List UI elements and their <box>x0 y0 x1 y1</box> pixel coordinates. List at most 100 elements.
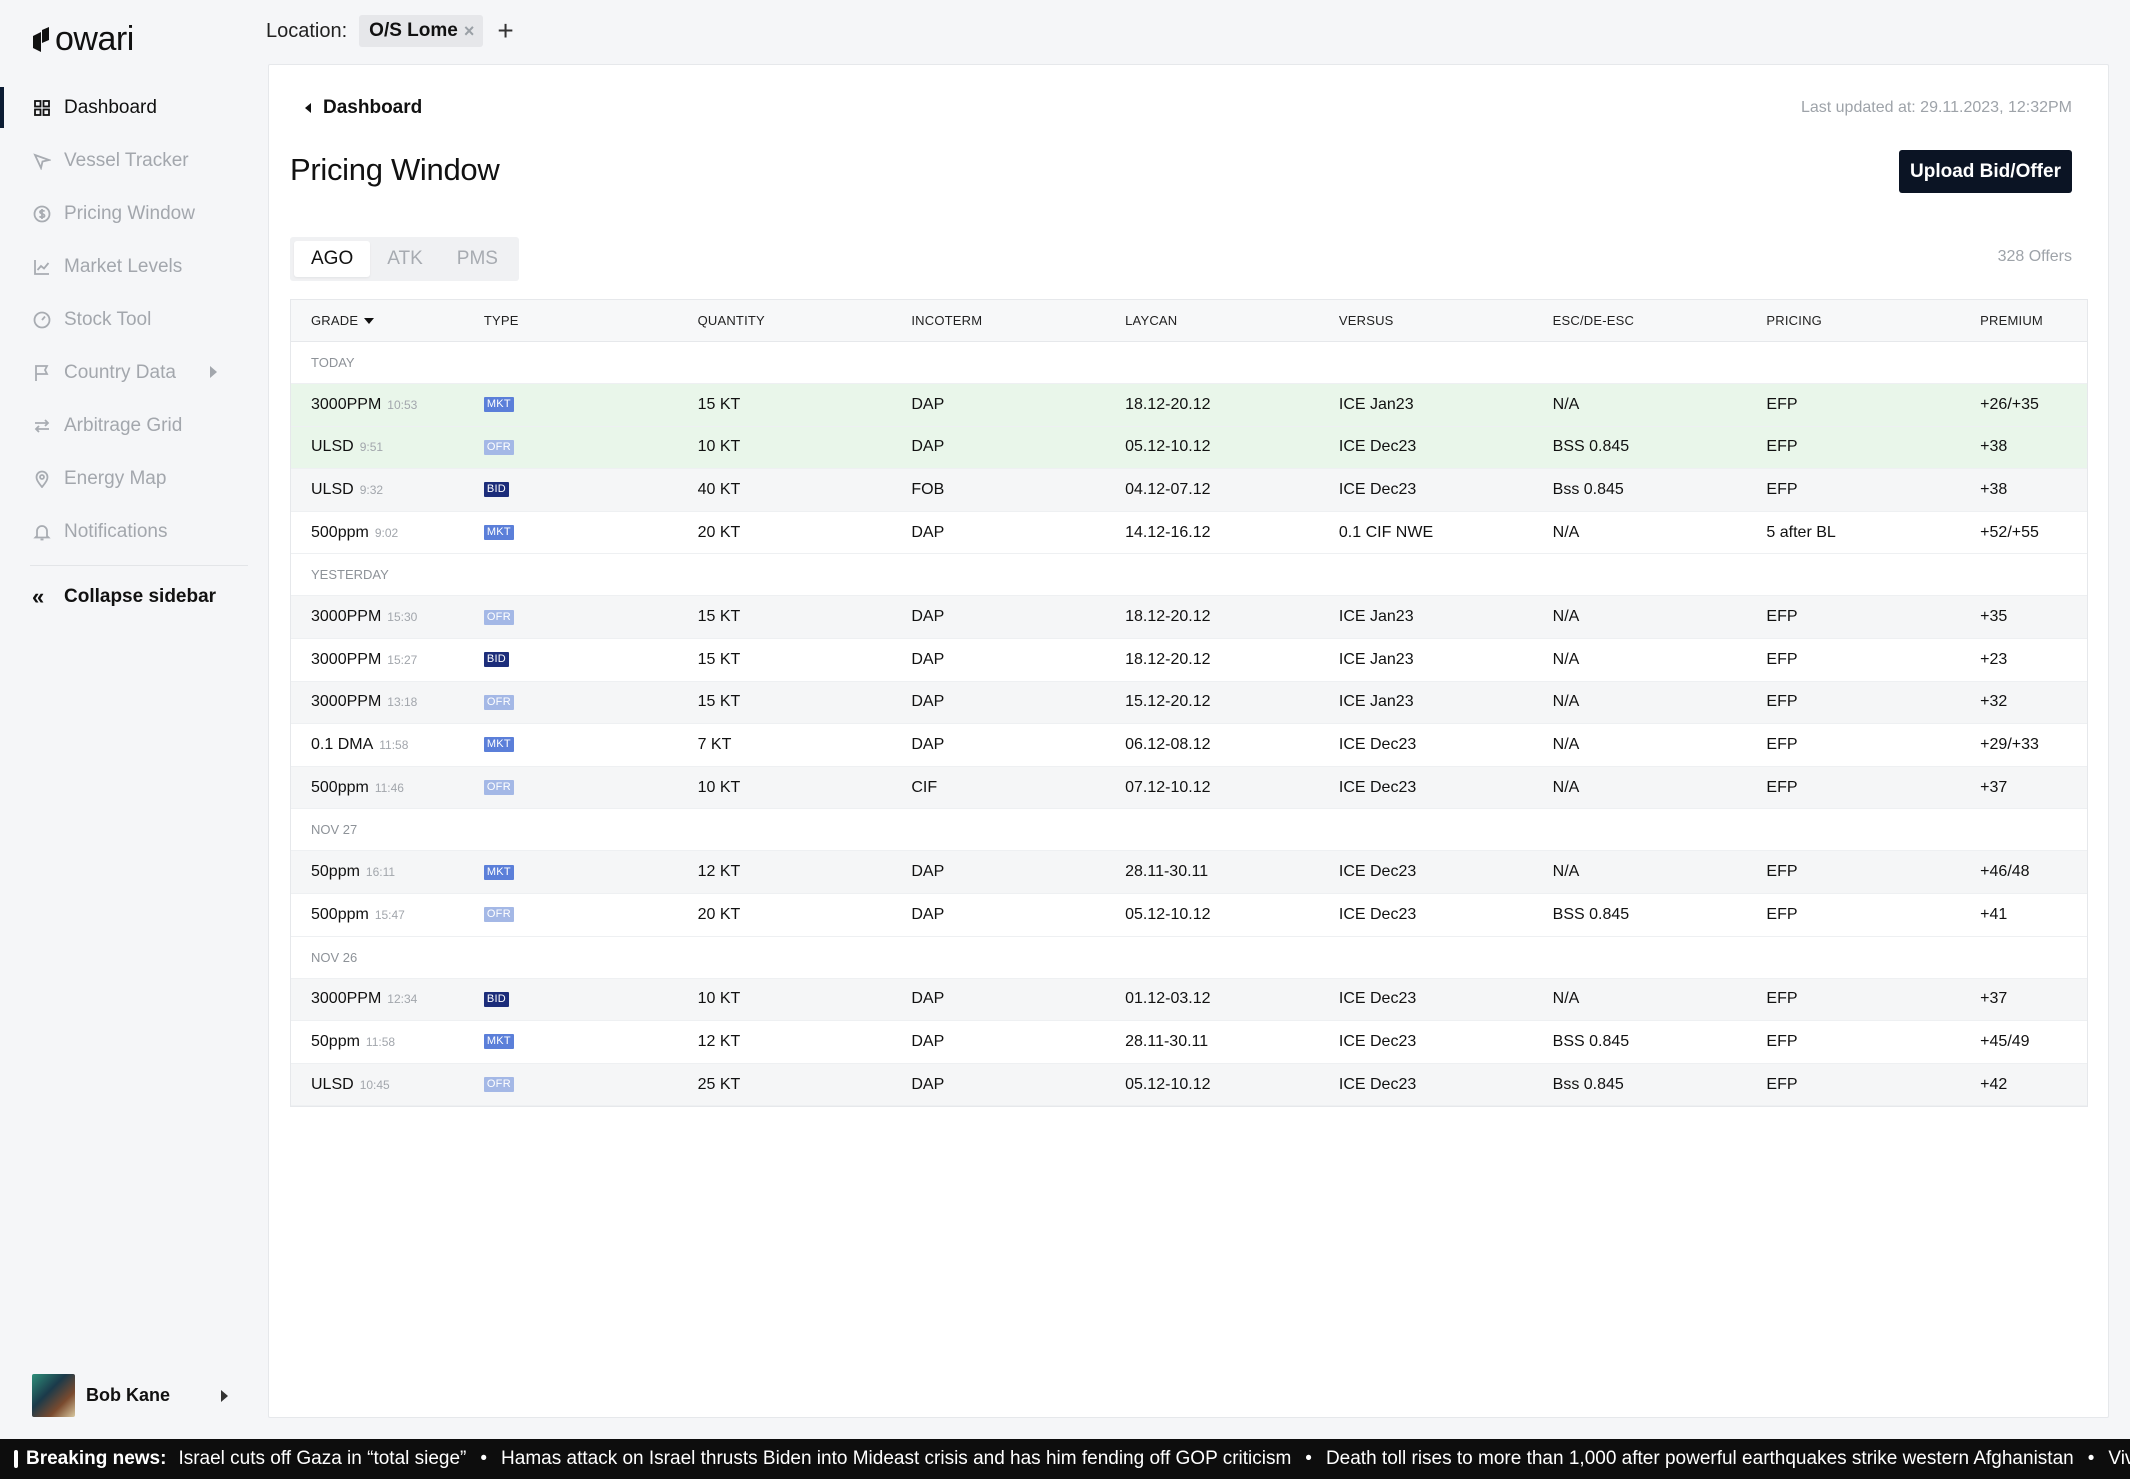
column-header-grade[interactable]: GRADE <box>291 313 484 328</box>
tab-atk[interactable]: ATK <box>387 248 423 269</box>
column-header-laycan[interactable]: LAYCAN <box>1125 313 1178 328</box>
table-row[interactable]: 3000PPM 12:34 BID 10 KT DAP 01.12-03.12 ICE De… <box>291 978 2087 1022</box>
table-row[interactable]: 50ppm 16:11 MKT 12 KT DAP 28.11-30.11 ICE Dec2… <box>291 851 2087 894</box>
sidebar-item-notifications[interactable]: Notifications <box>0 505 262 558</box>
table-row[interactable]: 3000PPM 13:18 OFR 15 KT DAP 15.12-20.12 ICE Ja… <box>291 681 2087 725</box>
type-badge: MKT <box>483 1034 514 1050</box>
versus-cell: ICE Dec23 <box>1338 1032 1417 1050</box>
tab-ago[interactable]: AGO <box>294 241 371 277</box>
table-row[interactable]: 0.1 DMA 11:58 MKT 7 KT DAP 06.12-08.12 ICE Dec… <box>291 724 2087 767</box>
grade-value: 3000PPM <box>311 608 382 626</box>
table-row[interactable]: 500ppm 15:47 OFR 20 KT DAP 05.12-10.12 ICE Dec… <box>291 894 2087 937</box>
type-cell: OFR <box>483 1077 698 1093</box>
column-header-esc[interactable]: ESC/DE-ESC <box>1552 313 1635 328</box>
versus-cell: ICE Dec23 <box>1338 735 1417 753</box>
grade-cell: ULSD 9:32 <box>291 481 484 499</box>
sidebar-item-label: Market Levels <box>64 255 183 277</box>
type-cell: BID <box>483 482 698 498</box>
versus-cell: ICE Jan23 <box>1338 608 1414 626</box>
logo-mark-icon <box>33 26 49 52</box>
grade-value: ULSD <box>311 438 354 456</box>
premium-cell: +23 <box>1980 650 2008 668</box>
table-row[interactable]: ULSD 10:45 OFR 25 KT DAP 05.12-10.12 ICE Dec23… <box>291 1063 2087 1107</box>
incoterm-cell: DAP <box>911 1032 945 1050</box>
quantity-cell: 10 KT <box>697 438 741 456</box>
grade-value: 3000PPM <box>311 395 382 413</box>
sidebar-item-dashboard[interactable]: Dashboard <box>0 81 262 134</box>
group-label: TODAY <box>291 342 2087 384</box>
table-row[interactable]: 3000PPM 15:30 OFR 15 KT DAP 18.12-20.12 ICE Ja… <box>291 596 2087 639</box>
column-header-pricing[interactable]: PRICING <box>1766 313 1822 328</box>
quantity-cell: 7 KT <box>697 735 732 753</box>
column-header-type[interactable]: TYPE <box>483 313 519 328</box>
pricing-cell: EFP <box>1766 1075 1798 1093</box>
laycan-cell: 06.12-08.12 <box>1125 735 1211 753</box>
ticker-separator: • <box>2087 1448 2095 1469</box>
premium-cell: +37 <box>1980 990 2008 1008</box>
column-header-incoterm[interactable]: INCOTERM <box>911 313 983 328</box>
ticker-item[interactable]: Israel cuts off Gaza in “total siege” <box>178 1448 467 1469</box>
laycan-cell: 05.12-10.12 <box>1125 438 1211 456</box>
sidebar-item-label: Energy Map <box>64 467 167 489</box>
sidebar-item-pricing-window[interactable]: Pricing Window <box>0 187 262 240</box>
user-menu[interactable]: Bob Kane <box>32 1373 232 1417</box>
pricing-cell: EFP <box>1766 438 1798 456</box>
map-pin-icon <box>32 469 52 489</box>
versus-cell: ICE Jan23 <box>1338 395 1414 413</box>
offer-time: 10:45 <box>359 1077 390 1092</box>
quantity-cell: 10 KT <box>697 778 741 796</box>
add-location-button[interactable]: + <box>497 15 514 46</box>
type-cell: MKT <box>483 397 698 413</box>
chevron-right-icon <box>210 366 217 378</box>
table-body: TODAY 3000PPM 10:53 MKT 15 KT DAP 18.12-20.12 I… <box>291 342 2087 1107</box>
upload-bid-offer-button[interactable]: Upload Bid/Offer <box>1899 150 2072 193</box>
column-header-quantity[interactable]: QUANTITY <box>697 313 765 328</box>
ticker-item[interactable]: Hamas attack on Israel thrusts Biden int… <box>501 1448 1292 1469</box>
sidebar-item-stock-tool[interactable]: Stock Tool <box>0 293 262 346</box>
type-badge: BID <box>483 991 510 1007</box>
laycan-cell: 07.12-10.12 <box>1125 778 1211 796</box>
grade-cell: 50ppm 16:11 <box>291 863 484 881</box>
versus-cell: ICE Dec23 <box>1338 905 1417 923</box>
ticker-item[interactable]: Vivek Ramasw <box>2108 1448 2130 1469</box>
breadcrumb[interactable]: Dashboard <box>305 97 422 119</box>
sidebar-item-energy-map[interactable]: Energy Map <box>0 452 262 505</box>
location-chip[interactable]: O/S Lome × <box>359 15 484 47</box>
premium-cell: +37 <box>1980 778 2008 796</box>
group-label: NOV 26 <box>291 936 2087 979</box>
sidebar-item-vessel-tracker[interactable]: Vessel Tracker <box>0 134 262 187</box>
column-header-versus[interactable]: VERSUS <box>1338 313 1394 328</box>
table-row[interactable]: 3000PPM 10:53 MKT 15 KT DAP 18.12-20.12 ICE Ja… <box>291 384 2087 427</box>
sidebar-item-market-levels[interactable]: Market Levels <box>0 240 262 293</box>
incoterm-cell: DAP <box>911 905 945 923</box>
column-header-premium[interactable]: PREMIUM <box>1980 313 2043 328</box>
quantity-cell: 15 KT <box>697 608 741 626</box>
table-row[interactable]: 3000PPM 15:27 BID 15 KT DAP 18.12-20.12 ICE Ja… <box>291 639 2087 682</box>
premium-cell: +42 <box>1980 1075 2008 1093</box>
collapse-sidebar-button[interactable]: « Collapse sidebar <box>32 582 216 612</box>
close-icon[interactable]: × <box>463 20 475 41</box>
table-row[interactable]: ULSD 9:32 BID 40 KT FOB 04.12-07.12 ICE Dec23 B… <box>291 469 2087 512</box>
sidebar-nav: Dashboard Vessel Tracker Pricing Window … <box>0 81 262 558</box>
table-header: GRADE TYPE QUANTITY INCOTERM LAYCAN VERS… <box>291 300 2087 342</box>
type-cell: OFR <box>483 780 698 796</box>
laycan-cell: 15.12-20.12 <box>1125 693 1211 711</box>
table-row[interactable]: 500ppm 11:46 OFR 10 KT CIF 07.12-10.12 ICE Dec… <box>291 766 2087 810</box>
incoterm-cell: DAP <box>911 1075 945 1093</box>
grade-cell: 3000PPM 12:34 <box>291 990 484 1008</box>
premium-cell: +38 <box>1980 438 2008 456</box>
sidebar-item-country-data[interactable]: Country Data <box>0 346 262 399</box>
tab-pms[interactable]: PMS <box>456 248 498 269</box>
sidebar-item-arbitrage-grid[interactable]: Arbitrage Grid <box>0 399 262 452</box>
chevron-right-icon <box>221 1390 228 1402</box>
table-row[interactable]: 500ppm 9:02 MKT 20 KT DAP 14.12-16.12 0.1 CIF … <box>291 512 2087 555</box>
logo[interactable]: owari <box>30 20 134 59</box>
table-row[interactable]: 50ppm 11:58 MKT 12 KT DAP 28.11-30.11 ICE Dec2… <box>291 1021 2087 1064</box>
grade-value: 3000PPM <box>311 990 382 1008</box>
ticker-item[interactable]: Death toll rises to more than 1,000 afte… <box>1325 1448 2074 1469</box>
premium-cell: +46/48 <box>1980 863 2030 881</box>
quantity-cell: 20 KT <box>697 523 741 541</box>
ticker-separator: • <box>1305 1448 1312 1469</box>
esc-cell: N/A <box>1552 693 1580 711</box>
table-row[interactable]: ULSD 9:51 OFR 10 KT DAP 05.12-10.12 ICE Dec23 B… <box>291 426 2087 470</box>
